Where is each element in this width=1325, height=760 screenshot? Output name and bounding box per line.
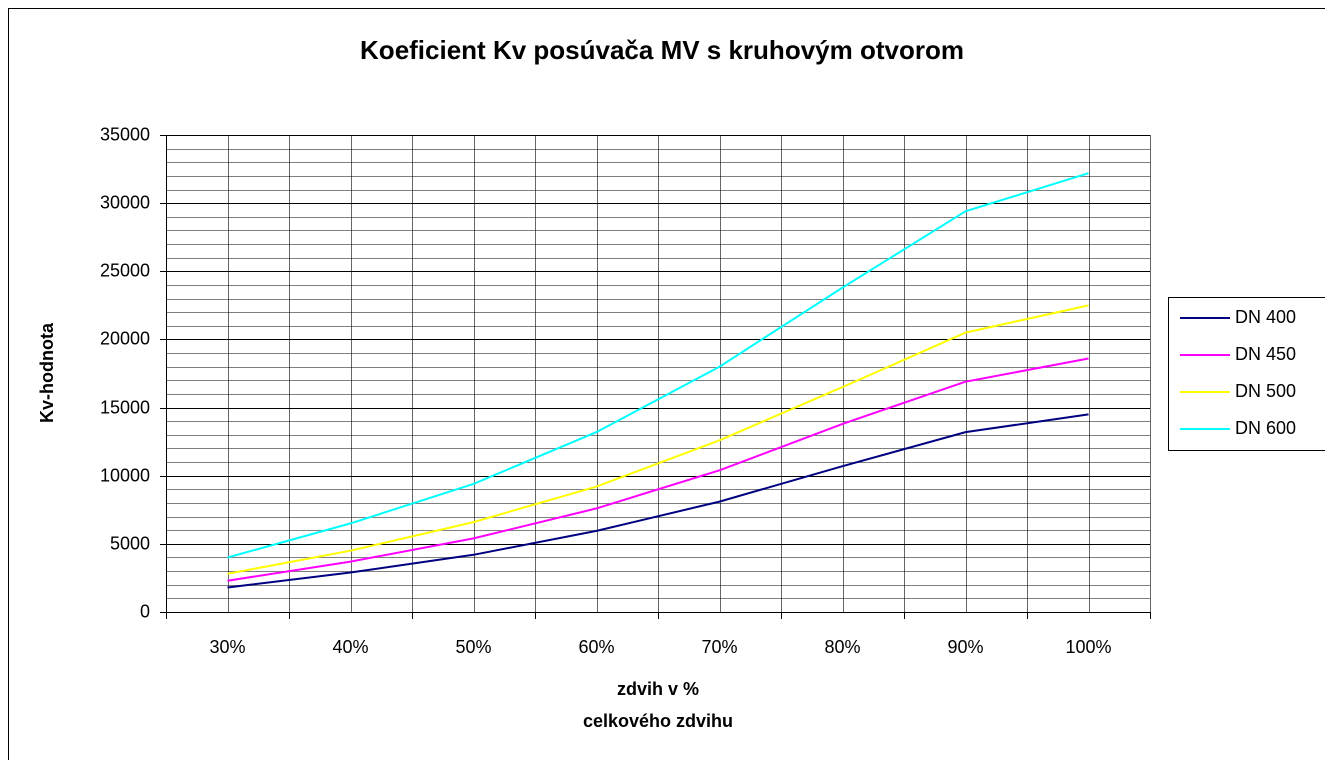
x-tick-label: 100% [1065,637,1111,657]
series-line [227,413,1089,589]
series-line [227,357,1089,582]
legend-label: DN 600 [1235,418,1296,438]
legend-label: DN 400 [1235,307,1296,327]
x-tick-label: 70% [701,637,737,657]
x-tick-label: 60% [578,637,614,657]
series-line [227,172,1089,559]
y-tick-label: 5000 [110,533,150,553]
legend-label: DN 450 [1235,344,1296,364]
x-tick-label: 90% [947,637,983,657]
y-tick-label: 25000 [100,260,150,280]
y-tick-label: 15000 [100,397,150,417]
x-tick-label: 40% [332,637,368,657]
legend-label: DN 500 [1235,381,1296,401]
x-axis-label: zdvih v % [617,679,699,699]
x-tick-label: 50% [455,637,491,657]
x-axis-label: celkového zdvihu [583,711,733,731]
y-tick-label: 30000 [100,192,150,212]
y-tick-label: 35000 [100,124,150,144]
y-axis-label: Kv-hodnota [37,322,57,423]
legend-box [1168,297,1325,451]
x-tick-label: 80% [824,637,860,657]
chart-title: Koeficient Kv posúvača MV s kruhovým otv… [360,35,964,65]
chart-border [8,8,1325,760]
series-line [227,304,1089,575]
x-tick-label: 30% [209,637,245,657]
y-tick-label: 10000 [100,465,150,485]
y-tick-label: 20000 [100,328,150,348]
y-tick-label: 0 [140,601,150,621]
